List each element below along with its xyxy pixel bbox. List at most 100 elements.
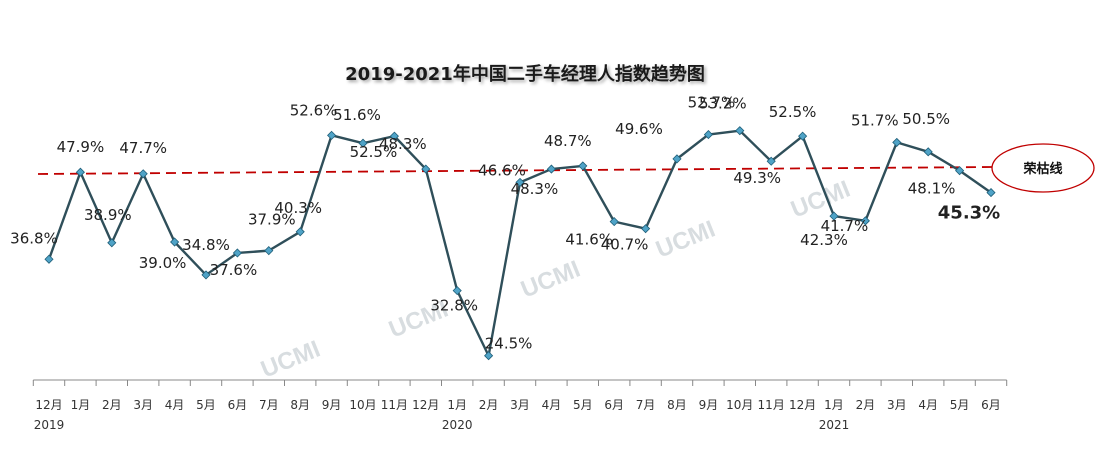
data-point-marker — [515, 177, 525, 187]
data-label: 53.2% — [699, 95, 747, 113]
x-tick-label: 9月 — [322, 398, 342, 412]
data-point-marker — [44, 254, 54, 264]
data-label: 50.5% — [902, 110, 950, 128]
x-tick-label: 10月 — [726, 398, 753, 412]
data-point-marker — [389, 131, 399, 141]
x-tick-label: 4月 — [918, 398, 938, 412]
watermark-text: UCMI — [257, 336, 324, 384]
data-point-marker — [138, 169, 148, 179]
x-tick-label: 2月 — [102, 398, 122, 412]
x-tick-label: 5月 — [950, 398, 970, 412]
data-label: 36.8% — [10, 229, 58, 247]
x-tick-label: 3月 — [887, 398, 907, 412]
data-label: 41.7% — [821, 217, 869, 235]
data-point-marker — [829, 211, 839, 221]
data-point-marker — [170, 237, 180, 247]
data-point-marker — [232, 248, 242, 258]
data-label: 45.3% — [938, 203, 1000, 224]
data-label: 48.1% — [908, 180, 956, 198]
x-tick-label: 4月 — [542, 398, 562, 412]
year-label: 2021 — [819, 418, 850, 432]
data-point-marker — [327, 130, 337, 140]
data-point-marker — [860, 216, 870, 226]
data-point-marker — [703, 129, 713, 140]
data-label: 46.6% — [478, 161, 526, 179]
data-label: 51.6% — [333, 106, 381, 124]
data-point-marker — [484, 351, 494, 361]
x-tick-label: 10月 — [349, 398, 376, 412]
data-label: 37.6% — [210, 261, 258, 279]
data-point-marker — [892, 137, 902, 147]
x-tick-label: 9月 — [699, 398, 719, 412]
data-label: 40.3% — [274, 199, 322, 217]
data-point-marker — [923, 147, 933, 157]
data-point-marker — [609, 217, 619, 227]
data-point-marker — [641, 224, 651, 234]
x-tick-label: 7月 — [636, 398, 656, 412]
x-tick-label: 3月 — [510, 398, 530, 412]
reference-badge-label: 荣枯线 — [1022, 161, 1062, 177]
data-label: 48.7% — [544, 132, 592, 150]
x-tick-label: 2月 — [856, 398, 876, 412]
data-point-marker — [735, 126, 745, 136]
x-tick-label: 2月 — [479, 398, 499, 412]
x-tick-label: 1月 — [824, 398, 844, 412]
data-label: 51.7% — [851, 111, 899, 129]
x-tick-label: 12月 — [412, 398, 439, 412]
data-points — [44, 126, 996, 361]
data-point-marker — [452, 286, 462, 296]
data-label: 38.9% — [84, 206, 132, 224]
data-label: 52.7% — [688, 94, 736, 112]
data-label: 40.7% — [601, 236, 649, 254]
data-label: 52.6% — [290, 101, 338, 119]
data-label: 52.5% — [350, 143, 398, 161]
x-tick-label: 6月 — [228, 398, 248, 412]
x-tick-label: 8月 — [290, 398, 310, 412]
data-point-marker — [264, 246, 274, 256]
data-label: 34.8% — [182, 236, 230, 254]
x-tick-label: 3月 — [133, 398, 153, 412]
data-point-marker — [798, 131, 808, 141]
x-axis: 12月 1月 2月 3月 4月 5月 6月 7月 8月 9月 10月 11月 12月 1月 2月 3月 4月 5月… — [32, 379, 1008, 432]
data-label: 48.3% — [379, 135, 427, 153]
data-point-marker — [107, 238, 117, 248]
x-tick-label: 1月 — [71, 398, 91, 412]
x-tick-label: 7月 — [259, 398, 279, 412]
data-point-marker — [295, 227, 305, 237]
data-point-marker — [986, 188, 996, 198]
x-tick-label: 5月 — [196, 398, 216, 412]
data-label: 47.9% — [57, 138, 105, 156]
watermark-text: UCMI — [517, 256, 584, 304]
data-point-marker — [75, 167, 85, 177]
x-tick-label: 5月 — [573, 398, 593, 412]
reference-badge: 荣枯线 — [991, 143, 1095, 193]
data-label: 41.6% — [565, 231, 613, 249]
data-label: 52.5% — [769, 103, 817, 121]
data-point-marker — [766, 156, 776, 166]
data-label: 37.9% — [248, 211, 296, 229]
data-label: 48.3% — [511, 180, 559, 198]
x-tick-label: 11月 — [758, 398, 785, 412]
x-tick-label: 4月 — [165, 398, 185, 412]
data-label: 49.6% — [615, 120, 663, 138]
x-tick-label: 12月 — [35, 398, 62, 412]
year-label: 2019 — [34, 418, 65, 432]
x-tick-label: 6月 — [981, 398, 1001, 412]
x-tick-label: 12月 — [789, 398, 816, 412]
x-tick-label: 11月 — [381, 398, 408, 412]
reference-badge-ellipse — [991, 143, 1095, 193]
watermark-text: UCMI — [652, 216, 719, 264]
data-labels: 36.8% 47.9% 38.9% 47.7% 39.0%34.8% 37.6% 37.9%… — [10, 94, 1000, 353]
data-point-marker — [358, 138, 368, 148]
data-label: 24.5% — [485, 335, 533, 353]
data-label: 42.3% — [800, 231, 848, 249]
data-point-marker — [201, 270, 211, 280]
data-point-marker — [672, 154, 682, 164]
data-point-marker — [955, 166, 965, 176]
x-tick-label: 6月 — [604, 398, 624, 412]
year-label: 2020 — [442, 418, 473, 432]
data-label: 39.0% — [139, 254, 187, 272]
data-label: 49.3% — [733, 169, 781, 187]
